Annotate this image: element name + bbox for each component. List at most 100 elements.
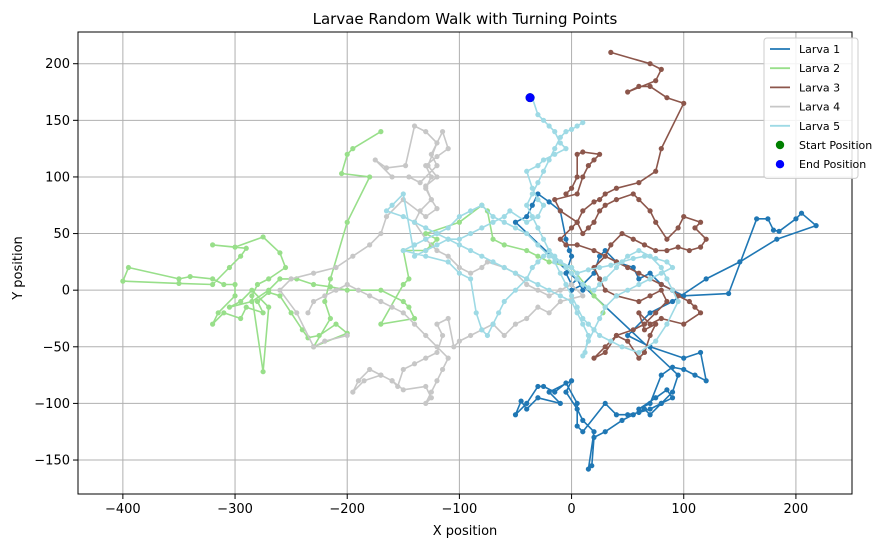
- turning-point: [540, 117, 547, 123]
- series-3: [552, 49, 709, 361]
- turning-point: [647, 310, 653, 316]
- turning-point: [669, 395, 676, 401]
- turning-point: [647, 276, 653, 282]
- turning-point: [568, 378, 575, 384]
- turning-point: [608, 49, 614, 55]
- turning-point: [535, 281, 541, 288]
- turning-point: [568, 264, 575, 271]
- turning-point: [647, 270, 653, 276]
- turning-point: [552, 253, 558, 259]
- series-1: [512, 191, 819, 472]
- turning-point: [395, 383, 401, 390]
- turning-point: [479, 253, 485, 259]
- turning-point: [625, 412, 631, 418]
- turning-point: [658, 400, 664, 407]
- turning-point: [580, 119, 586, 126]
- turning-point: [697, 310, 704, 316]
- turning-point: [529, 264, 535, 271]
- turning-point: [647, 412, 653, 418]
- turning-point: [591, 219, 597, 225]
- turning-point: [434, 140, 440, 146]
- turning-point: [546, 259, 552, 265]
- turning-point: [613, 412, 620, 418]
- turning-point: [591, 327, 597, 333]
- turning-point: [423, 332, 429, 339]
- turning-point: [636, 349, 642, 356]
- turning-point: [647, 332, 653, 339]
- turning-point: [226, 264, 233, 271]
- turning-point: [647, 400, 653, 407]
- turning-point: [557, 236, 563, 242]
- turning-point: [215, 310, 221, 316]
- turning-point: [400, 281, 406, 288]
- legend-entry: End Position: [775, 158, 866, 171]
- turning-point: [512, 270, 519, 276]
- legend-label: Larva 5: [799, 120, 840, 133]
- turning-point: [563, 129, 569, 135]
- turning-point: [641, 327, 648, 333]
- turning-point: [445, 146, 451, 152]
- turning-point: [591, 247, 597, 254]
- turning-point: [496, 310, 502, 316]
- turning-point: [479, 327, 485, 333]
- turning-point: [647, 208, 653, 214]
- legend: Larva 1 Larva 2 Larva 3 Larva 4 Larva 5 Start…: [763, 37, 872, 179]
- turning-point: [411, 219, 418, 225]
- turning-point: [333, 264, 339, 271]
- turning-point: [389, 202, 395, 208]
- turning-point: [333, 287, 339, 293]
- turning-point: [243, 245, 249, 251]
- turning-point: [580, 230, 586, 237]
- turning-point: [653, 338, 659, 344]
- turning-point: [636, 298, 642, 305]
- turning-point: [636, 355, 642, 361]
- y-tick-label: −100: [34, 397, 70, 412]
- turning-point: [456, 242, 462, 248]
- turning-point: [266, 276, 272, 282]
- turning-point: [473, 310, 479, 316]
- turning-point: [535, 259, 541, 265]
- turning-point: [288, 276, 294, 282]
- turning-point: [585, 225, 591, 231]
- turning-point: [355, 378, 362, 384]
- turning-point: [260, 369, 266, 375]
- turning-point: [597, 151, 603, 157]
- turning-point: [630, 327, 636, 333]
- turning-point: [423, 185, 429, 191]
- turning-point: [423, 163, 429, 169]
- y-axis-ticks: −150 −100 −50 0 50 100 150 200: [34, 57, 78, 469]
- turning-point: [383, 165, 390, 171]
- turning-point: [563, 380, 569, 386]
- turning-point: [540, 236, 547, 242]
- turning-point: [535, 242, 541, 248]
- turning-point: [535, 225, 541, 231]
- turning-point: [580, 417, 586, 423]
- turning-point: [669, 287, 676, 293]
- turning-point: [221, 281, 227, 288]
- turning-point: [445, 355, 451, 361]
- turning-point: [378, 129, 384, 135]
- turning-point: [681, 321, 687, 327]
- legend-entry: Larva 2: [770, 62, 840, 75]
- turning-point: [344, 151, 350, 157]
- turning-point: [434, 174, 440, 180]
- turning-point: [647, 406, 653, 412]
- turning-point: [540, 168, 547, 174]
- turning-point: [568, 298, 575, 305]
- turning-point: [625, 332, 631, 339]
- turning-point: [557, 259, 563, 265]
- turning-point: [563, 389, 569, 395]
- turning-point: [591, 287, 597, 293]
- turning-point: [540, 383, 547, 390]
- turning-point: [608, 242, 614, 248]
- turning-point: [529, 191, 535, 197]
- x-tick-label: 0: [567, 502, 575, 517]
- y-axis-label: Y position: [11, 236, 26, 301]
- turning-point: [423, 400, 429, 407]
- turning-point: [535, 112, 541, 118]
- turning-point: [310, 281, 317, 288]
- turning-point: [428, 196, 434, 203]
- turning-point: [653, 321, 659, 327]
- turning-point: [344, 287, 350, 293]
- y-tick-label: −150: [34, 454, 70, 469]
